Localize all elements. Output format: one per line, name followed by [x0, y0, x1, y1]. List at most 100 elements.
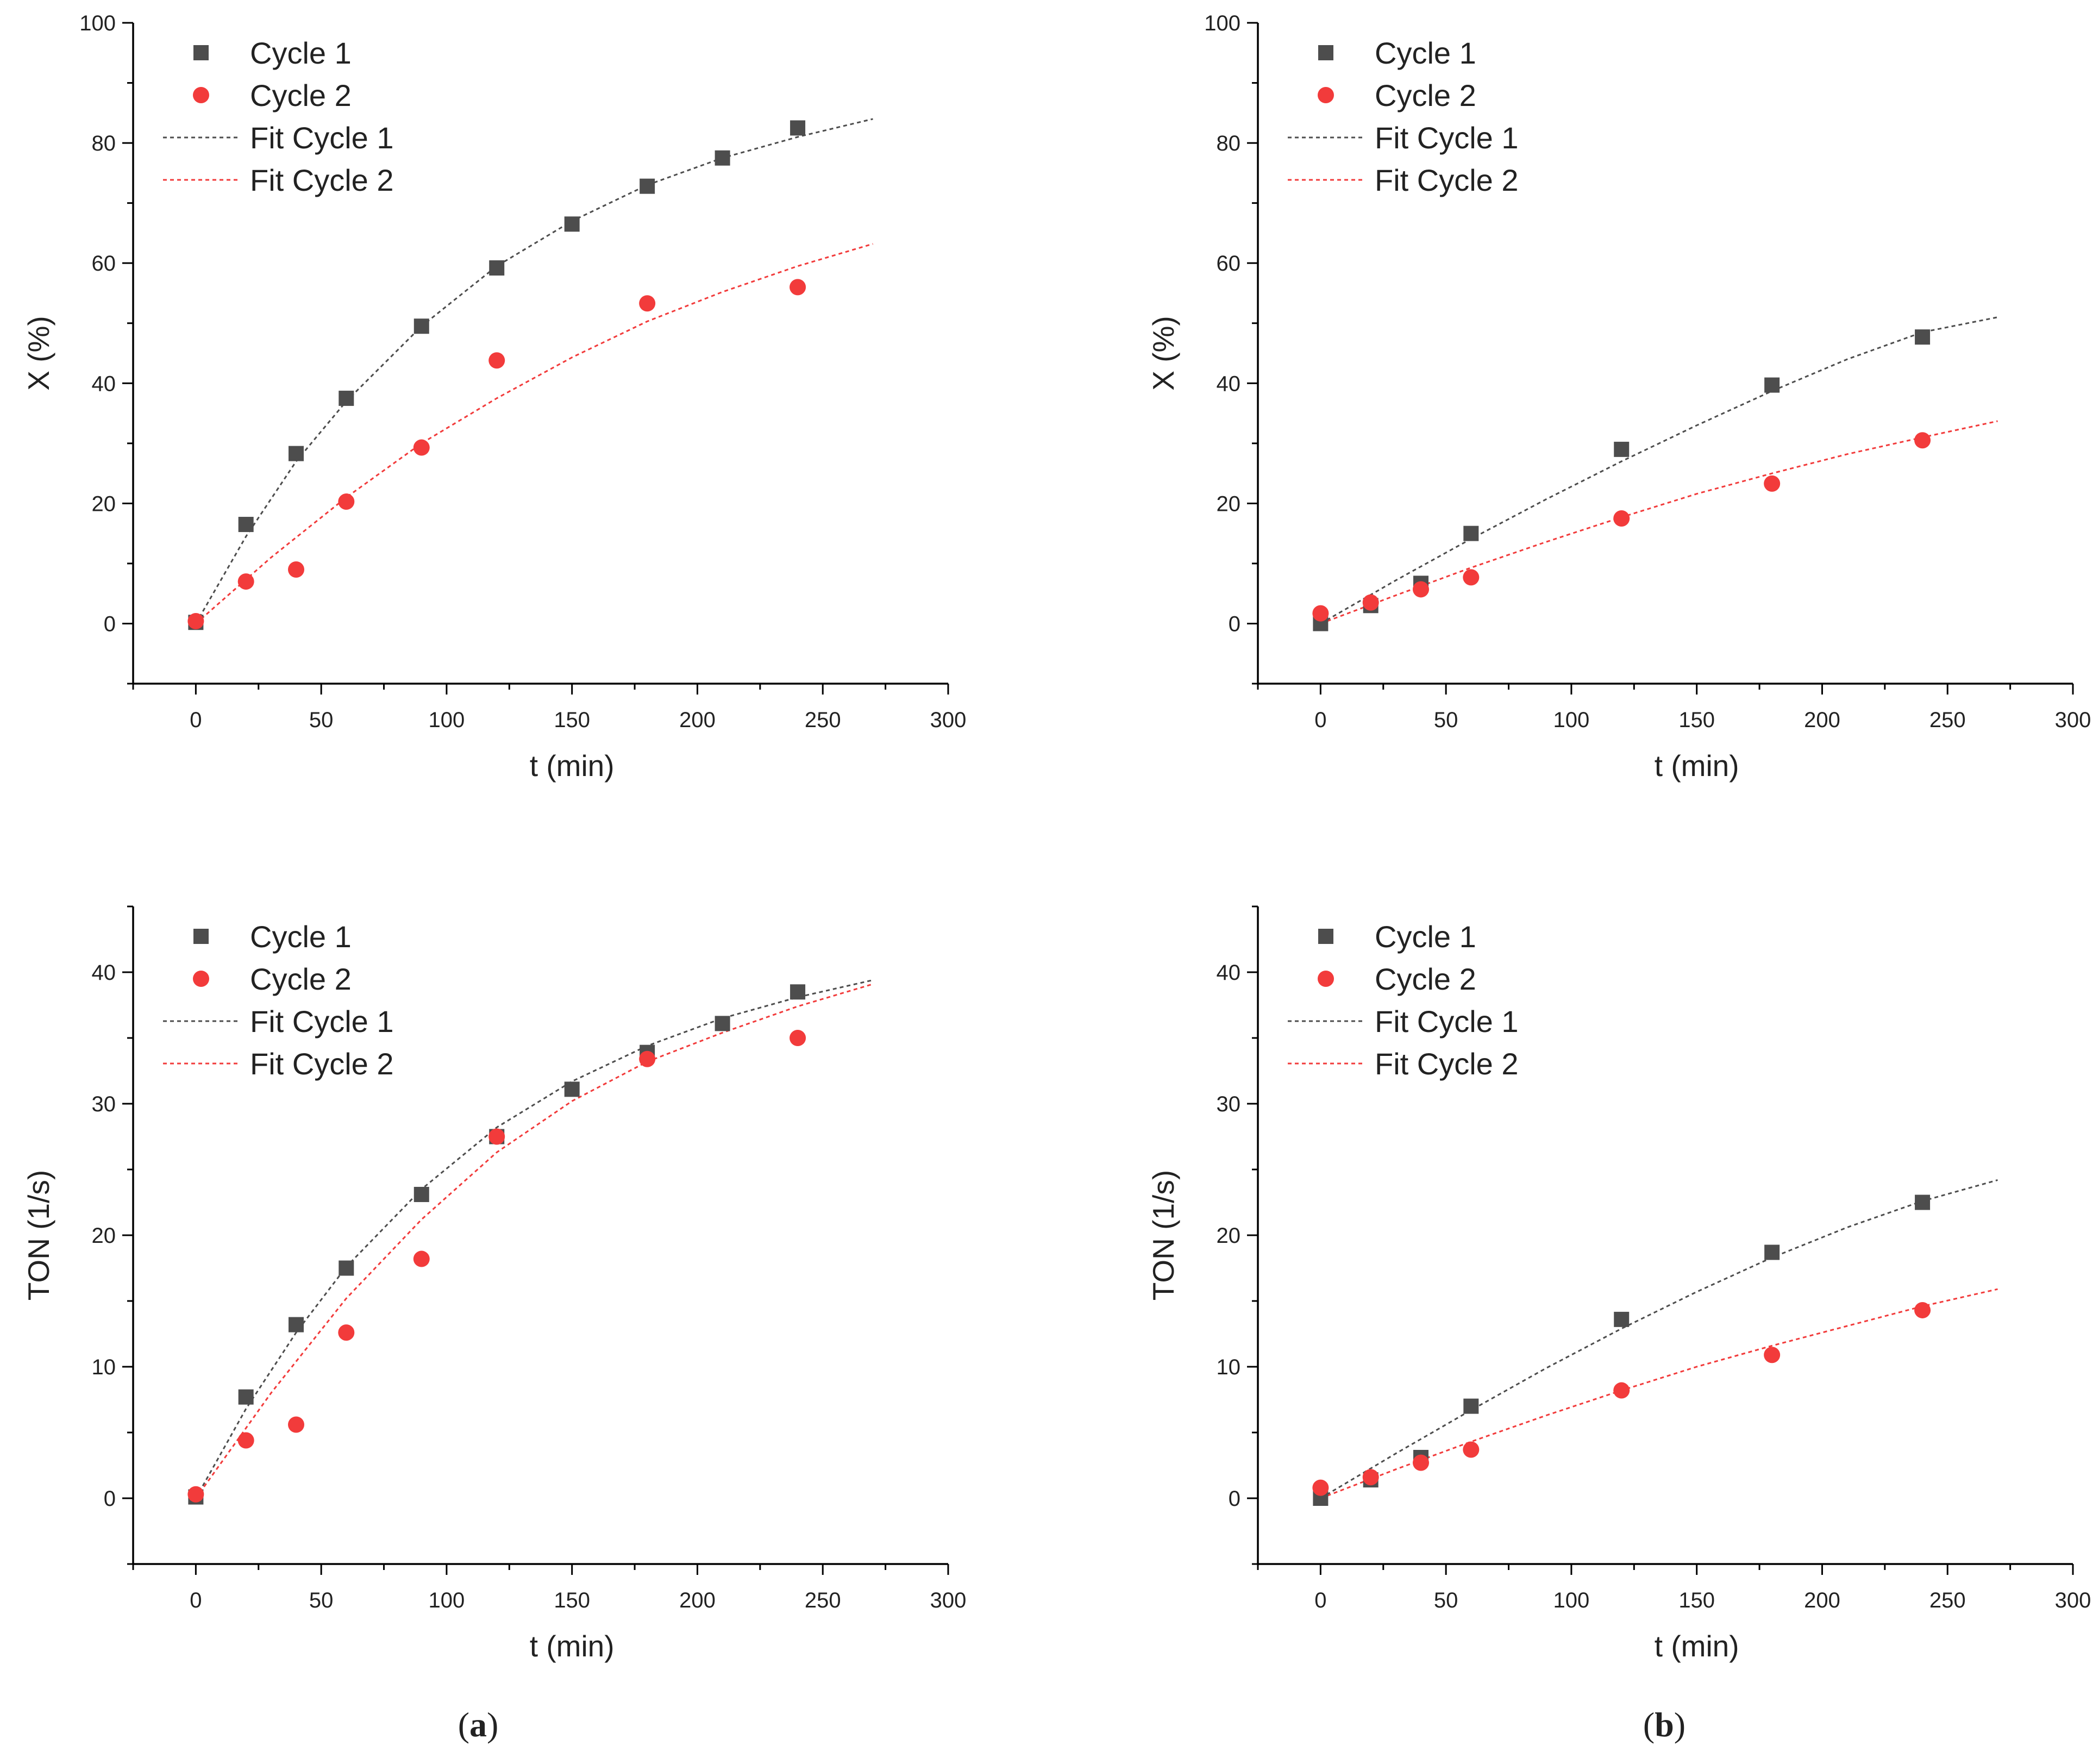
data-point-cycle-2	[1764, 1347, 1781, 1363]
x-axis-title: t (min)	[1655, 749, 1739, 783]
x-tick-label: 50	[1434, 1588, 1458, 1612]
data-point-cycle-2	[1312, 605, 1329, 622]
data-point-cycle-2	[1463, 569, 1480, 586]
x-axis-title: t (min)	[530, 749, 615, 783]
chart-a-conversion: 0 50 100 150 200 250 300 0 20 40 60 80 100 t (min) X (…	[22, 11, 966, 783]
x-tick-label: 100	[429, 1588, 465, 1612]
data-point-cycle-2	[413, 439, 430, 456]
legend-label: Fit Cycle 1	[250, 121, 394, 155]
fit-line-cycle-1	[1320, 1179, 1998, 1499]
data-point-cycle-1	[564, 216, 580, 232]
data-point-cycle-1	[339, 390, 354, 406]
x-tick-label: 250	[1929, 1588, 1966, 1612]
data-point-cycle-2	[1914, 432, 1931, 449]
data-point-cycle-1	[790, 120, 806, 136]
legend-label: Cycle 1	[250, 919, 352, 954]
panel-label-a: (a)	[458, 1705, 499, 1744]
fit-line-cycle-2	[195, 983, 873, 1499]
x-tick-label: 50	[1434, 708, 1458, 732]
data-point-cycle-2	[1613, 1382, 1630, 1399]
y-tick-label: 10	[1217, 1355, 1241, 1379]
x-tick-label: 50	[309, 1588, 334, 1612]
data-point-cycle-1	[1614, 1311, 1630, 1327]
legend-label: Fit Cycle 1	[1375, 121, 1519, 155]
data-point-cycle-2	[639, 1050, 656, 1067]
legend-label: Cycle 2	[1375, 962, 1476, 996]
legend-marker-circle	[1318, 87, 1334, 103]
x-tick-label: 300	[930, 1588, 967, 1612]
fit-line-cycle-2	[1320, 1288, 1998, 1499]
data-point-cycle-2	[1914, 1302, 1931, 1318]
data-point-cycle-1	[1614, 441, 1630, 457]
data-point-cycle-2	[1362, 594, 1379, 611]
y-tick-label: 40	[1217, 961, 1241, 985]
fit-line-cycle-2	[1320, 420, 1998, 624]
data-point-cycle-1	[1915, 1194, 1931, 1210]
data-point-cycle-1	[640, 178, 655, 194]
y-tick-label: 0	[1229, 1487, 1240, 1511]
data-point-cycle-1	[1463, 526, 1479, 541]
data-point-cycle-1	[1463, 1398, 1479, 1414]
data-point-cycle-2	[1413, 581, 1429, 598]
x-tick-label: 200	[1804, 708, 1840, 732]
data-point-cycle-1	[339, 1260, 354, 1276]
fit-line-cycle-2	[195, 243, 873, 624]
data-point-cycle-2	[288, 561, 304, 578]
y-tick-label: 0	[104, 1487, 116, 1511]
y-tick-label: 100	[1204, 11, 1240, 35]
data-point-cycle-2	[1764, 475, 1781, 492]
legend-label: Fit Cycle 2	[1375, 163, 1519, 197]
data-point-cycle-1	[790, 984, 806, 1000]
legend-label: Cycle 2	[250, 962, 352, 996]
y-axis-title: TON (1/s)	[1146, 1170, 1180, 1300]
y-axis-title: X (%)	[1146, 316, 1180, 391]
x-tick-label: 300	[2055, 1588, 2091, 1612]
data-point-cycle-2	[1362, 1469, 1379, 1486]
data-point-cycle-2	[288, 1416, 304, 1433]
x-tick-label: 0	[190, 708, 202, 732]
data-point-cycle-2	[237, 573, 254, 590]
x-tick-label: 150	[1678, 708, 1715, 732]
x-tick-label: 250	[805, 1588, 841, 1612]
y-tick-label: 0	[1229, 612, 1240, 636]
x-tick-label: 200	[1804, 1588, 1840, 1612]
y-tick-label: 30	[1217, 1092, 1241, 1116]
legend-label: Fit Cycle 1	[1375, 1004, 1519, 1039]
y-axis-title: X (%)	[22, 316, 55, 391]
x-tick-label: 250	[805, 708, 841, 732]
x-tick-label: 100	[1553, 1588, 1590, 1612]
legend-label: Fit Cycle 2	[250, 163, 394, 197]
legend-label: Cycle 2	[1375, 78, 1476, 112]
data-point-cycle-1	[715, 1016, 730, 1031]
legend-label: Cycle 2	[250, 78, 352, 112]
data-point-cycle-2	[1613, 510, 1630, 527]
x-tick-label: 0	[190, 1588, 202, 1612]
x-tick-label: 150	[554, 708, 590, 732]
legend-marker-circle	[193, 971, 209, 987]
y-tick-label: 40	[92, 961, 116, 985]
y-tick-label: 30	[92, 1092, 116, 1116]
legend-label: Fit Cycle 1	[250, 1004, 394, 1039]
y-tick-label: 20	[92, 1224, 116, 1248]
y-tick-label: 20	[1217, 492, 1241, 516]
x-tick-label: 150	[554, 1588, 590, 1612]
data-point-cycle-2	[237, 1432, 254, 1449]
legend-marker-square	[1318, 929, 1333, 944]
legend-marker-square	[193, 929, 209, 944]
data-point-cycle-2	[488, 352, 505, 369]
data-point-cycle-1	[564, 1081, 580, 1097]
data-point-cycle-2	[790, 1030, 806, 1046]
y-tick-label: 100	[79, 11, 116, 35]
data-point-cycle-1	[489, 260, 505, 276]
x-axis-title: t (min)	[1655, 1629, 1739, 1663]
x-tick-label: 300	[2055, 708, 2091, 732]
legend-marker-square	[193, 45, 209, 60]
y-axis-title: TON (1/s)	[22, 1170, 55, 1300]
data-point-cycle-1	[413, 1186, 429, 1202]
legend-marker-circle	[1318, 971, 1334, 987]
data-point-cycle-1	[1764, 377, 1780, 393]
data-point-cycle-1	[238, 1389, 254, 1405]
x-tick-label: 50	[309, 708, 334, 732]
x-tick-label: 300	[930, 708, 967, 732]
